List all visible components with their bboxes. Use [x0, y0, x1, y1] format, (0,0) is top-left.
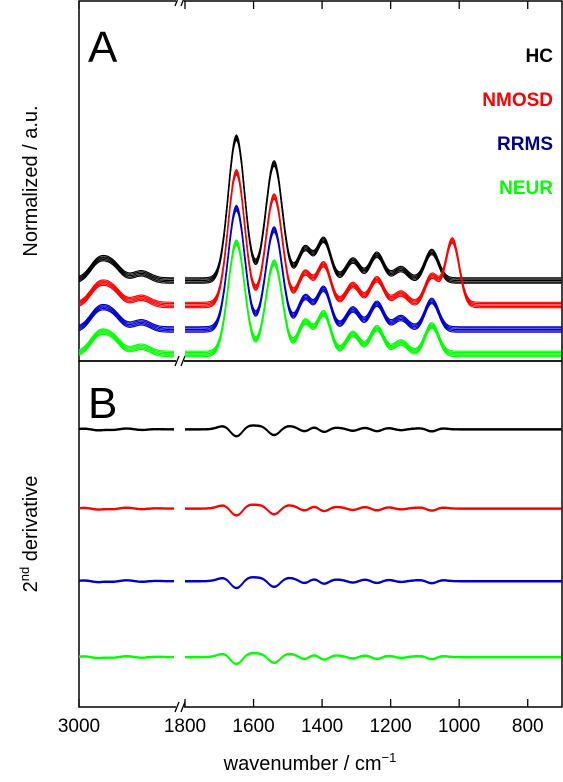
- derivative-line-neur: [78, 656, 175, 660]
- derivative-line-nmosd: [79, 506, 174, 510]
- derivative-line-neur: [79, 655, 174, 658]
- derivative-line-hc: [185, 424, 562, 437]
- derivative-line-hc: [185, 425, 562, 438]
- spectrum-line-hc: [78, 258, 174, 283]
- derivative-line-neur: [185, 652, 562, 665]
- spectrum-line-rrms: [78, 305, 174, 329]
- x-tick-label: 1000: [438, 716, 480, 737]
- derivative-line-hc: [78, 427, 174, 431]
- spectrum-line-hc: [78, 257, 174, 282]
- spectrum-line-nmosd: [78, 280, 174, 305]
- break-slash: [180, 701, 186, 713]
- derivative-line-nmosd: [78, 507, 175, 511]
- legend: HC NMOSD RRMS NEUR: [482, 46, 553, 199]
- legend-hc: HC: [526, 46, 554, 67]
- spectrum-line-neur: [78, 328, 174, 352]
- spectrum-line-neur: [78, 331, 175, 355]
- derivative-line-neur: [185, 651, 562, 664]
- panel-a-letter: A: [88, 23, 118, 72]
- x-axis-title-main: wavenumber / cm: [223, 753, 382, 775]
- break-gap: [176, 703, 184, 711]
- spectrum-line-hc: [78, 254, 174, 279]
- spectrum-line-neur: [78, 332, 174, 356]
- derivative-line-nmosd: [185, 504, 562, 516]
- x-tick-label: 1600: [232, 716, 274, 737]
- derivative-line-rrms: [185, 576, 562, 588]
- derivative-line-nmosd: [185, 503, 562, 516]
- legend-rrms: RRMS: [497, 134, 553, 155]
- x-axis-ticks: 3000 1800 1600 1400 1200 1000 800: [58, 1, 544, 737]
- y-axis-title-b-main: 2: [20, 581, 42, 592]
- spectrum-line-neur: [185, 239, 562, 352]
- break-slash: [174, 701, 180, 713]
- spectrum-line-nmosd: [78, 283, 175, 307]
- panel-b-letter: B: [88, 379, 117, 428]
- spectrum-line-rrms: [78, 307, 174, 332]
- y-axis-title-a: Normalized / a.u.: [20, 105, 42, 256]
- y-axis-title-b-sup: nd: [17, 567, 32, 581]
- panel-a-spectra: [78, 134, 562, 358]
- y-axis-title-b-rest: derivative: [20, 476, 42, 567]
- derivative-line-nmosd: [185, 504, 562, 517]
- x-tick-label: 800: [512, 716, 544, 737]
- derivative-line-rrms: [79, 579, 174, 583]
- spectrum-line-hc: [78, 256, 175, 280]
- x-tick-label: 1400: [301, 716, 343, 737]
- legend-nmosd: NMOSD: [482, 90, 553, 111]
- axis-break-markers: [174, 0, 186, 713]
- x-tick-label: 1800: [164, 716, 206, 737]
- panel-b-derivatives: [78, 424, 562, 666]
- derivative-line-neur: [185, 653, 562, 666]
- derivative-line-hc: [78, 428, 175, 432]
- derivative-line-rrms: [78, 580, 175, 584]
- derivative-line-rrms: [185, 576, 562, 589]
- break-gap: [176, 0, 184, 5]
- spectrum-line-neur: [78, 333, 174, 358]
- derivative-line-nmosd: [78, 507, 174, 511]
- spectrum-line-hc: [78, 260, 174, 284]
- derivative-line-rrms: [78, 579, 174, 583]
- spectrum-line-hc: [185, 134, 562, 279]
- x-axis-title-sup: −1: [382, 750, 397, 765]
- panel-a-frame: [78, 0, 563, 362]
- x-tick-label: 1200: [369, 716, 411, 737]
- spectrum-line-nmosd: [78, 284, 174, 309]
- spectrum-line-nmosd: [185, 168, 562, 303]
- derivative-line-hc: [185, 424, 562, 437]
- break-slash: [180, 355, 186, 367]
- spectrum-line-rrms: [185, 204, 562, 328]
- panel-b-frame: [78, 360, 563, 708]
- break-slash: [180, 0, 185, 7]
- spectrum-line-rrms: [78, 306, 174, 331]
- break-gap: [176, 357, 184, 365]
- spectrum-line-nmosd: [78, 282, 174, 306]
- legend-neur: NEUR: [499, 178, 553, 199]
- spectrum-line-rrms: [78, 303, 175, 328]
- spectrum-line-nmosd: [78, 279, 174, 303]
- derivative-line-neur: [78, 655, 174, 659]
- derivative-line-rrms: [185, 577, 562, 590]
- x-axis-title: wavenumber / cm−1: [223, 750, 397, 775]
- spectrum-line-neur: [78, 329, 174, 354]
- y-axis-title-b: 2nd derivative: [17, 476, 42, 593]
- derivative-line-hc: [79, 427, 174, 431]
- break-slash: [174, 0, 179, 7]
- spectrum-line-rrms: [78, 309, 174, 333]
- x-tick-label: 3000: [58, 716, 100, 737]
- break-slash: [174, 355, 180, 367]
